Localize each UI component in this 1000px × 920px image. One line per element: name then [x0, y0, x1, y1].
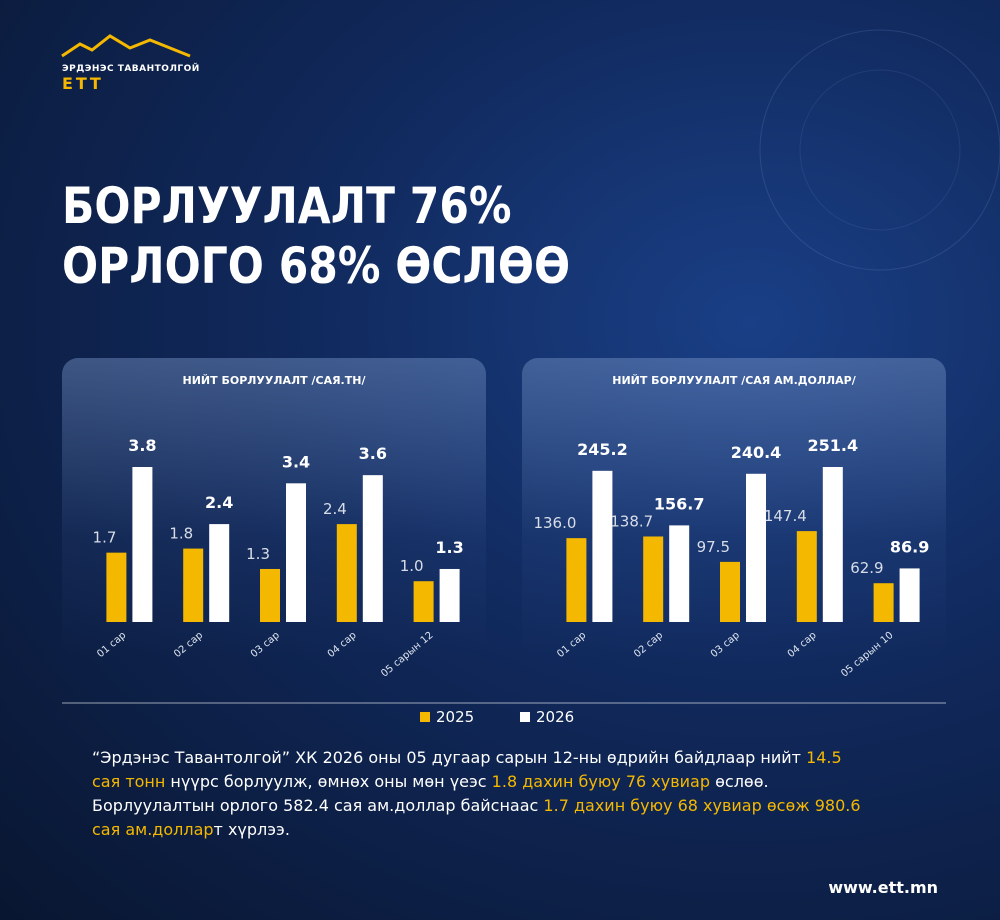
bar — [669, 525, 690, 622]
bar — [286, 483, 306, 622]
footer: www.ett.mn — [828, 878, 938, 897]
x-tick-label: 02 сар — [172, 630, 205, 660]
text: нүүрс борлуулж, өмнөх оны мөн үеэс — [165, 772, 492, 791]
highlight-text: 1.7 дахин буюу 68 хувиар өсөж 980.6 сая … — [92, 796, 861, 839]
x-tick-label: 03 сар — [249, 630, 282, 660]
text: т хүрлээ. — [213, 820, 290, 839]
value-label: 2.4 — [205, 493, 233, 512]
value-label: 1.3 — [246, 545, 270, 563]
x-tick-label: 05 сарын 12 — [379, 630, 435, 680]
value-label: 86.9 — [890, 537, 929, 556]
value-label: 1.7 — [93, 529, 117, 547]
chart-title: НИЙТ БОРЛУУЛАЛТ /САЯ АМ.ДОЛЛАР/ — [612, 374, 857, 387]
bar — [362, 475, 383, 622]
bar — [592, 470, 613, 622]
bar — [643, 536, 664, 622]
value-label: 156.7 — [654, 494, 705, 513]
value-label: 240.4 — [731, 443, 782, 462]
highlight-text: 14.5 сая тонн — [92, 748, 842, 791]
bar — [822, 467, 843, 622]
text: өслөө. Борлуулалтын орлого 582.4 сая ам.… — [92, 772, 769, 815]
bar — [899, 568, 920, 622]
value-label: 147.4 — [764, 507, 807, 525]
x-tick-label: 04 сар — [786, 630, 819, 660]
value-label: 3.6 — [359, 444, 387, 463]
bar — [566, 538, 587, 622]
bar — [132, 467, 153, 622]
x-tick-label: 04 сар — [326, 630, 359, 660]
bar — [873, 583, 894, 622]
legend-label: 2025 — [436, 708, 474, 726]
legend-label: 2026 — [536, 708, 574, 726]
value-label: 97.5 — [697, 538, 730, 556]
x-tick-label: 02 сар — [632, 630, 665, 660]
value-label: 3.4 — [282, 452, 310, 471]
value-label: 251.4 — [807, 436, 858, 455]
chart-title: НИЙТ БОРЛУУЛАЛТ /САЯ.ТН/ — [183, 374, 367, 387]
value-label: 62.9 — [850, 559, 883, 577]
value-label: 1.0 — [400, 557, 424, 575]
value-label: 1.3 — [435, 538, 463, 557]
value-label: 138.7 — [610, 512, 653, 530]
x-tick-label: 03 сар — [709, 630, 742, 660]
bar — [336, 524, 357, 622]
bar — [746, 473, 766, 622]
text: “Эрдэнэс Тавантолгой” ХК 2026 оны 05 дуг… — [92, 748, 807, 767]
logo-mark: ЕТТ — [62, 74, 104, 93]
value-label: 245.2 — [577, 440, 628, 459]
bar — [209, 524, 230, 622]
value-label: 3.8 — [128, 436, 156, 455]
paragraph: “Эрдэнэс Тавантолгой” ХК 2026 оны 05 дуг… — [92, 746, 862, 842]
bar — [260, 568, 280, 622]
bar — [183, 548, 204, 622]
bar — [720, 561, 740, 622]
highlight-text: 1.8 дахин буюу 76 хувиар — [491, 772, 711, 791]
logo-name: ЭРДЭНЭС ТАВАНТОЛГОЙ — [62, 64, 200, 74]
x-tick-label: 05 сарын 10 — [839, 630, 895, 680]
value-label: 136.0 — [533, 514, 576, 532]
legend-swatch — [420, 712, 430, 722]
bar — [796, 531, 817, 622]
value-label: 1.8 — [169, 525, 193, 543]
x-tick-label: 01 сар — [555, 630, 588, 660]
value-label: 2.4 — [323, 500, 347, 518]
bar — [106, 552, 127, 622]
x-tick-label: 01 сар — [95, 630, 128, 660]
bar — [413, 581, 434, 622]
bar — [439, 568, 460, 622]
headline: БОРЛУУЛАЛТ 76% — [62, 177, 512, 235]
legend-swatch — [520, 712, 530, 722]
headline: ОРЛОГО 68% ӨСЛӨӨ — [62, 237, 571, 295]
